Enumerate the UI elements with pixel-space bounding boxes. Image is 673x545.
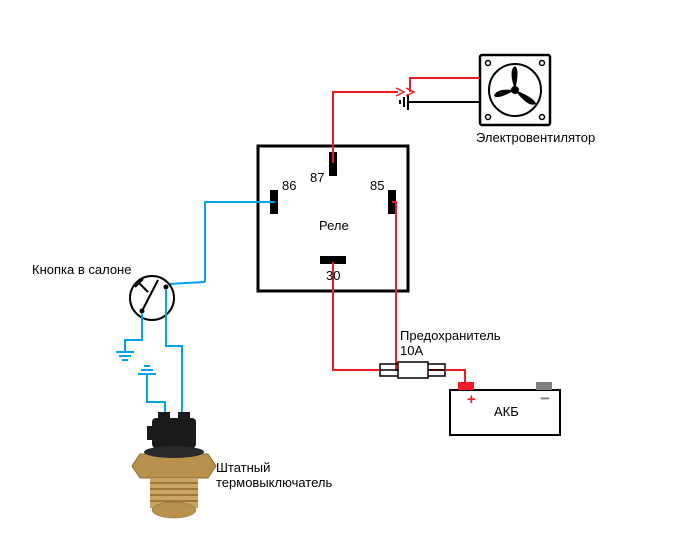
label-fuse: Предохранитель 10А xyxy=(400,328,501,358)
label-pin30: 30 xyxy=(326,268,340,283)
label-thermoswitch: Штатный термовыключатель xyxy=(216,460,332,490)
label-relay: Реле xyxy=(319,218,349,233)
pushbutton-icon xyxy=(130,276,174,320)
label-button: Кнопка в салоне xyxy=(32,262,131,277)
svg-text:−: − xyxy=(540,389,550,408)
ground-thermo xyxy=(138,366,156,374)
fan-connector xyxy=(396,88,414,96)
fuse-icon xyxy=(380,362,445,378)
label-pin86: 86 xyxy=(282,178,296,193)
ground-button xyxy=(116,352,134,360)
label-pin85: 85 xyxy=(370,178,384,193)
label-fan: Электровентилятор xyxy=(476,130,595,145)
label-battery: АКБ xyxy=(494,404,519,419)
ground-fan xyxy=(400,94,416,110)
label-pin87: 87 xyxy=(310,170,324,185)
fan-icon xyxy=(480,55,550,125)
thermoswitch-icon xyxy=(132,412,216,518)
svg-text:+: + xyxy=(467,391,476,408)
diagram-canvas: + − xyxy=(0,0,673,545)
